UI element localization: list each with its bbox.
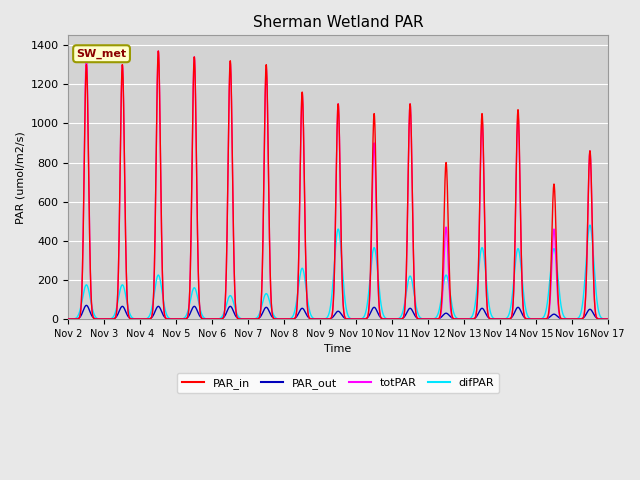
Text: SW_met: SW_met	[77, 48, 127, 59]
Title: Sherman Wetland PAR: Sherman Wetland PAR	[253, 15, 424, 30]
Y-axis label: PAR (umol/m2/s): PAR (umol/m2/s)	[15, 131, 25, 224]
Legend: PAR_in, PAR_out, totPAR, difPAR: PAR_in, PAR_out, totPAR, difPAR	[177, 373, 499, 393]
X-axis label: Time: Time	[324, 344, 352, 354]
